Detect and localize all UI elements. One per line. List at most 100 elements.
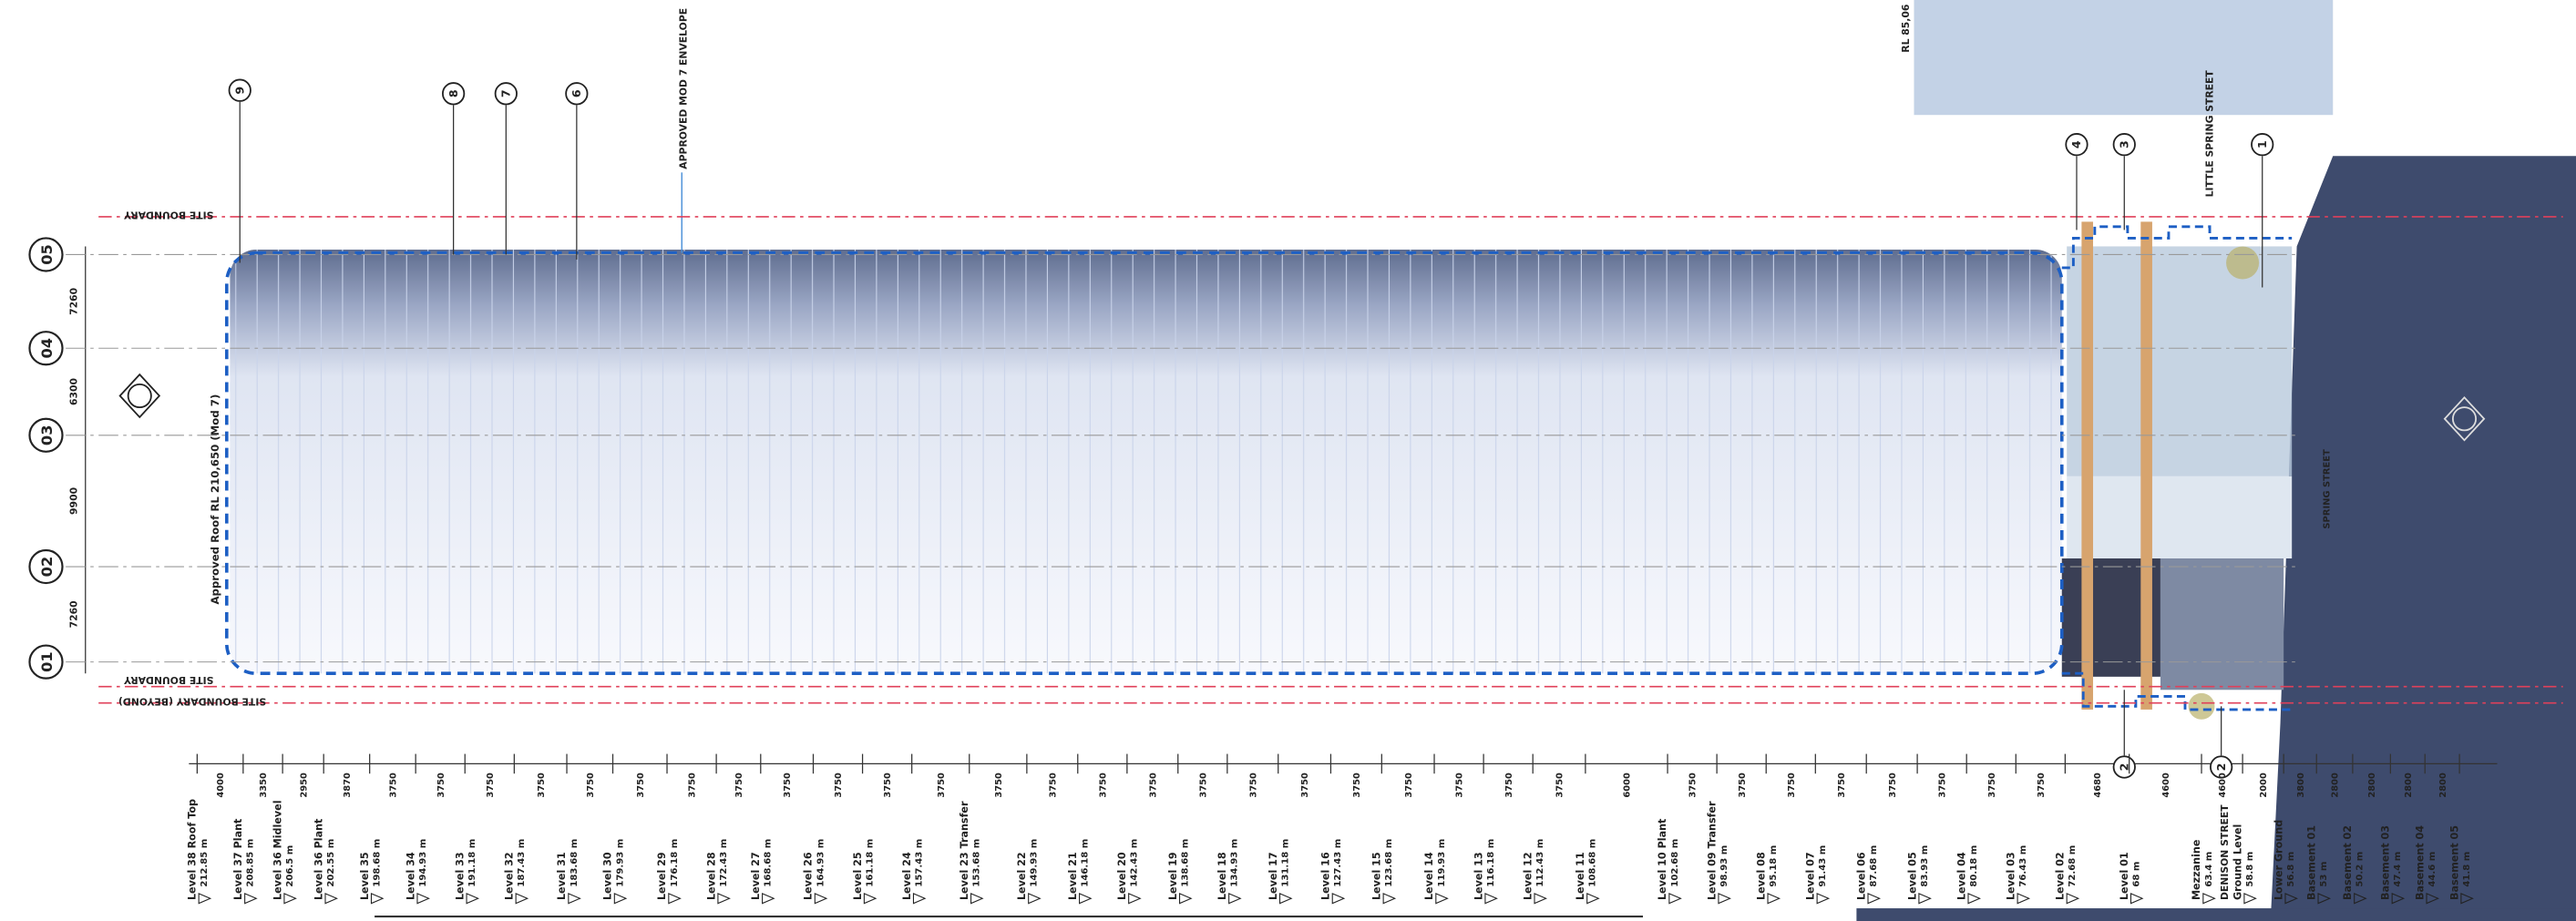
level-rl: 47.4 m <box>2393 852 2403 887</box>
level-marker <box>370 893 385 905</box>
callout-bubble <box>2065 133 2089 157</box>
level-marker <box>2284 893 2298 905</box>
level-gap: 4600 <box>2161 773 2171 798</box>
level-marker <box>1331 893 1346 905</box>
level-gap: 3750 <box>1504 773 1514 798</box>
grid-bubble <box>28 417 64 453</box>
podium-glass <box>2067 246 2293 476</box>
grid-label: 05 <box>38 244 56 265</box>
level-gap: 2800 <box>2438 773 2448 798</box>
level-gap: 3750 <box>1048 773 1058 798</box>
level-rl: 72.68 m <box>2068 845 2078 887</box>
level-rl: 146.18 m <box>1081 839 1091 887</box>
level-marker <box>863 893 877 905</box>
site-boundary-label: SITE BOUNDARY <box>124 210 214 221</box>
level-rl: 76.43 m <box>2018 845 2028 887</box>
level-rl: 91.43 m <box>1818 845 1828 887</box>
level-rl: 202.55 m <box>326 839 336 887</box>
level-gap: 3750 <box>586 773 596 798</box>
level-name: Level 10 Plant <box>1657 818 1668 900</box>
level-name: Level 09 Transfer <box>1706 801 1718 900</box>
level-rl: 98.93 m <box>1719 845 1729 887</box>
level-name: Level 01 <box>2119 852 2130 900</box>
level-rl: 212.85 m <box>200 839 210 887</box>
neighbour-building <box>1914 0 2334 116</box>
level-gap: 3750 <box>994 773 1004 798</box>
level-rl: 194.93 m <box>418 839 428 887</box>
level-marker <box>2391 893 2406 905</box>
grid-bubble <box>28 548 64 585</box>
level-name: Level 16 <box>1320 852 1332 900</box>
level-rl: 187.43 m <box>517 839 527 887</box>
level-gap: 2800 <box>2331 773 2341 798</box>
level-gap: 3800 <box>2296 773 2306 798</box>
level-rl: 206.5 m <box>285 845 295 887</box>
level-gap: 2000 <box>2259 773 2269 798</box>
level-name: Level 26 <box>803 852 815 900</box>
level-name: Level 34 <box>405 852 416 900</box>
callout-label: 6 <box>570 89 583 97</box>
level-rl: 183.68 m <box>570 839 580 887</box>
level-name: Basement 02 <box>2342 825 2354 900</box>
street-label: DENISON STREET <box>2219 804 2231 900</box>
level-gap: 3750 <box>688 773 698 798</box>
level-name: Level 14 <box>1423 852 1435 900</box>
level-gap: 3750 <box>636 773 646 798</box>
level-gap: 3750 <box>1688 773 1699 798</box>
level-gap: 3750 <box>783 773 793 798</box>
rl-label: RL 85,06 <box>1900 5 1912 53</box>
site-boundary-beyond-label: SITE BOUNDARY (BEYOND) <box>118 695 266 707</box>
level-marker <box>1278 893 1293 905</box>
level-rl: 119.93 m <box>1437 839 1447 887</box>
level-name: Level 27 <box>750 852 762 900</box>
level-name: Level 13 <box>1473 852 1484 900</box>
level-name: Basement 04 <box>2414 825 2426 900</box>
level-gap: 3750 <box>1888 773 1898 798</box>
level-name: Level 30 <box>602 852 614 900</box>
roof-label: Approved Roof RL 210,650 (Mod 7) <box>209 394 221 605</box>
level-gap: 2800 <box>2367 773 2377 798</box>
level-gap: 6000 <box>1623 773 1633 798</box>
level-marker <box>466 893 480 905</box>
podium-entry <box>2160 558 2284 691</box>
level-gap: 3750 <box>537 773 547 798</box>
callout-label: 2 <box>2214 763 2228 772</box>
level-gap: 4680 <box>2093 773 2103 798</box>
level-rl: 208.85 m <box>246 839 256 887</box>
level-marker <box>1079 893 1093 905</box>
level-rl: 83.93 m <box>1920 845 1930 887</box>
level-name: Level 24 <box>901 852 913 900</box>
level-marker <box>1867 893 1882 905</box>
level-name: Ground Level <box>2232 824 2243 900</box>
street-ground <box>2270 156 2576 921</box>
level-marker <box>2354 893 2367 905</box>
level-name: Level 15 <box>1371 852 1383 900</box>
level-gap: 3750 <box>486 773 496 798</box>
level-marker <box>1435 893 1449 905</box>
level-marker <box>416 893 430 905</box>
level-rl: 58.8 m <box>2245 852 2255 887</box>
level-name: Level 32 <box>504 852 516 900</box>
level-name: Level 07 <box>1805 852 1817 900</box>
grid-bubble <box>28 237 64 272</box>
level-marker <box>2243 893 2257 905</box>
level-rl: 87.68 m <box>1869 845 1879 887</box>
level-rl: 63.4 m <box>2204 852 2214 887</box>
envelope-podium-bottom <box>2061 671 2293 711</box>
callout-bubble <box>565 82 589 106</box>
grid-dimension: 7260 <box>68 600 80 628</box>
level-name: Level 36 Midlevel <box>272 800 283 900</box>
level-marker <box>324 893 338 905</box>
level-name: Basement 01 <box>2305 825 2317 900</box>
level-gap: 3750 <box>883 773 893 798</box>
level-rl: 198.68 m <box>372 839 382 887</box>
callout-label: 2 <box>2117 763 2130 772</box>
level-name: Level 36 Plant <box>313 818 324 900</box>
grid-dimension: 6300 <box>68 378 80 405</box>
level-rl: 41.8 m <box>2462 852 2472 887</box>
level-name: Level 04 <box>1955 852 1967 900</box>
level-name: Mezzanine <box>2191 839 2202 900</box>
level-marker <box>283 893 297 905</box>
